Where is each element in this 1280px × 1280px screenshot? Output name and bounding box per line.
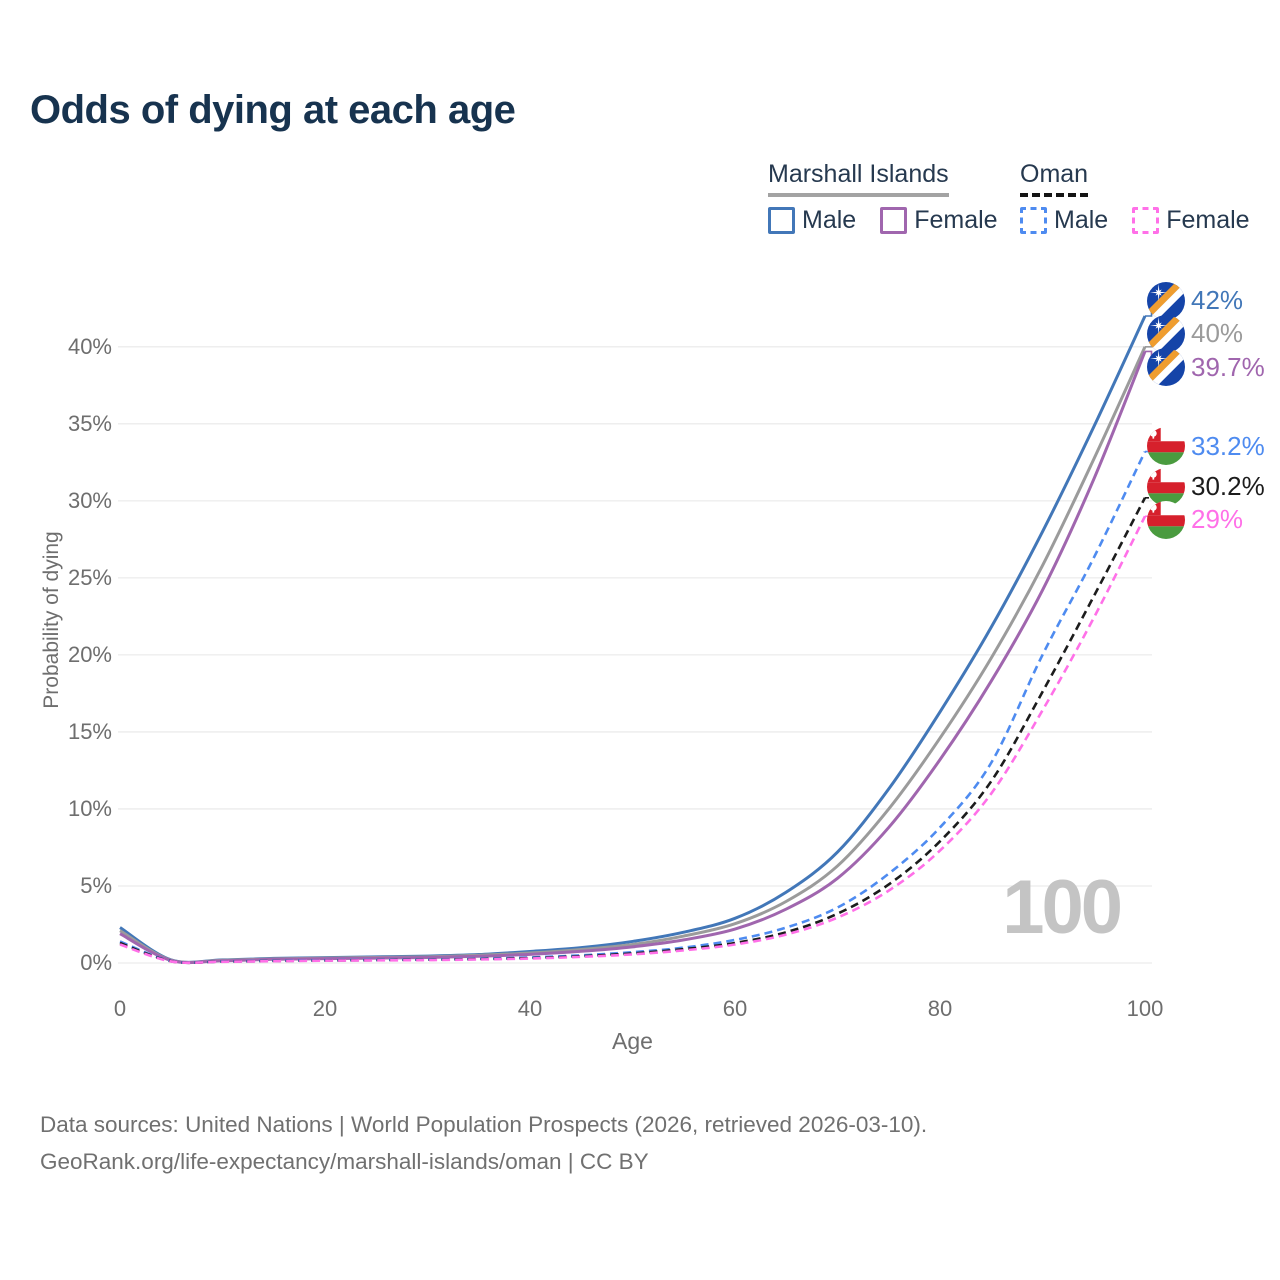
legend: Marshall Islands Male Female Oman Male F…	[0, 160, 1280, 250]
data-source-line: Data sources: United Nations | World Pop…	[40, 1112, 928, 1137]
legend-group-marshall-islands: Marshall Islands Male Female	[768, 160, 1022, 235]
x-tick-label: 0	[113, 996, 127, 1021]
end-label-om-total[interactable]: 30.2%	[1147, 467, 1265, 506]
legend-swatch-marshall-islands-female	[880, 207, 908, 234]
end-label-connector-om-total	[1145, 485, 1156, 499]
y-tick-label: 25%	[67, 564, 112, 590]
attribution-line[interactable]: GeoRank.org/life-expectancy/marshall-isl…	[40, 1149, 649, 1174]
chart-plot-area[interactable]	[0, 0, 1280, 1090]
flag-icon-marshall-islands	[1147, 314, 1185, 353]
legend-item-oman-female[interactable]: Female	[1132, 206, 1250, 235]
end-label-mi-female[interactable]: 39.7%	[1147, 348, 1265, 386]
y-tick-label: 5%	[80, 872, 112, 898]
end-label-mi-male[interactable]: 42%	[1147, 281, 1244, 320]
flag-icon-oman	[1147, 427, 1185, 465]
end-label-value-om-total: 30.2%	[1191, 471, 1265, 501]
flag-icon-oman	[1147, 467, 1185, 506]
series-line-om-female[interactable]	[119, 515, 1147, 965]
y-tick-label: 10%	[67, 795, 112, 821]
x-tick-label: 100	[1126, 996, 1164, 1021]
legend-swatch-oman-male	[1020, 207, 1047, 234]
x-tick-label: 60	[722, 996, 748, 1021]
legend-group-title-oman[interactable]: Oman	[1020, 160, 1089, 197]
end-label-om-male[interactable]: 33.2%	[1147, 427, 1265, 465]
series-line-mi-male[interactable]	[119, 315, 1147, 964]
legend-swatch-marshall-islands-male	[768, 207, 795, 234]
end-label-om-female[interactable]: 29%	[1147, 500, 1244, 539]
flag-icon-marshall-islands	[1147, 348, 1185, 386]
end-label-value-om-male: 33.2%	[1191, 430, 1265, 461]
x-tick-label: 80	[927, 996, 953, 1021]
flag-icon-marshall-islands	[1147, 281, 1185, 320]
y-axis-title: Probability of dying	[40, 531, 63, 709]
y-tick-label: 30%	[67, 487, 112, 513]
page-title: Odds of dying at each age	[30, 88, 516, 132]
legend-group-title-marshall-islands[interactable]: Marshall Islands	[768, 160, 949, 197]
legend-item-oman-male[interactable]: Male	[1020, 206, 1108, 235]
y-tick-label: 40%	[67, 333, 112, 359]
end-label-value-mi-total: 40%	[1191, 318, 1244, 348]
legend-item-marshall-islands-female[interactable]: Female	[880, 206, 998, 235]
x-axis-title: Age	[612, 1028, 653, 1054]
x-tick-label: 20	[312, 996, 338, 1021]
footer: Data sources: United Nations | World Pop…	[40, 1106, 1240, 1180]
legend-swatch-oman-female	[1132, 207, 1160, 234]
y-tick-label: 35%	[67, 410, 112, 436]
series-line-mi-female[interactable]	[119, 350, 1147, 965]
end-label-value-om-female: 29%	[1191, 504, 1244, 534]
flag-icon-oman	[1147, 500, 1185, 539]
y-tick-label: 0%	[80, 950, 112, 975]
x-tick-label: 40	[517, 996, 543, 1021]
age-watermark: 100	[1002, 865, 1123, 950]
legend-label-oman-female: Female	[1166, 206, 1250, 234]
y-tick-label: 15%	[67, 718, 112, 744]
y-tick-label: 20%	[67, 641, 112, 667]
legend-item-marshall-islands-male[interactable]: Male	[768, 206, 856, 235]
end-label-mi-total[interactable]: 40%	[1147, 314, 1244, 353]
legend-label-oman-male: Male	[1054, 206, 1109, 234]
end-label-value-mi-male: 42%	[1191, 285, 1244, 315]
end-label-value-mi-female: 39.7%	[1191, 351, 1265, 382]
legend-label-marshall-islands-female: Female	[914, 206, 998, 234]
legend-label-marshall-islands-male: Male	[802, 206, 857, 234]
legend-group-oman: Oman Male Female	[1020, 160, 1274, 235]
